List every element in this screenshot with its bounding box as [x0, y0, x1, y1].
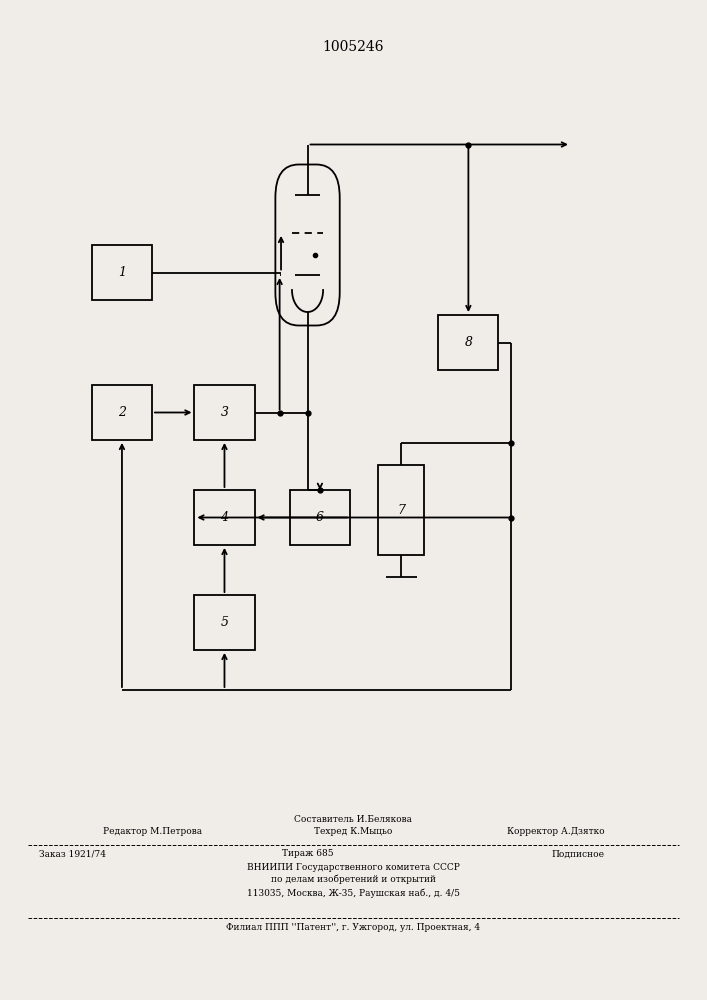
Bar [194, 595, 255, 650]
Bar [92, 245, 152, 300]
Text: 7: 7 [397, 504, 405, 516]
Text: по делам изобретений и открытий: по делам изобретений и открытий [271, 875, 436, 884]
Text: Корректор А.Дзятко: Корректор А.Дзятко [507, 828, 604, 836]
Bar [290, 490, 350, 545]
Text: Заказ 1921/74: Заказ 1921/74 [39, 850, 106, 858]
Text: 6: 6 [316, 511, 324, 524]
Text: 4: 4 [221, 511, 228, 524]
Text: Тираж 685: Тираж 685 [281, 850, 334, 858]
Bar [92, 385, 152, 440]
Text: 113035, Москва, Ж-35, Раушская наб., д. 4/5: 113035, Москва, Ж-35, Раушская наб., д. … [247, 888, 460, 898]
Text: Составитель И.Белякова: Составитель И.Белякова [295, 815, 412, 824]
Bar [378, 465, 424, 555]
Text: 5: 5 [221, 616, 228, 629]
Bar [194, 385, 255, 440]
Text: 2: 2 [118, 406, 126, 419]
Text: Редактор М.Петрова: Редактор М.Петрова [103, 828, 201, 836]
Text: ВНИИПИ Государственного комитета СССР: ВНИИПИ Государственного комитета СССР [247, 862, 460, 871]
Text: 1005246: 1005246 [323, 40, 384, 54]
Text: 8: 8 [464, 336, 472, 349]
Text: 1: 1 [118, 266, 126, 279]
Bar [438, 315, 498, 370]
Text: Подписное: Подписное [551, 850, 604, 858]
Bar [194, 490, 255, 545]
Text: 3: 3 [221, 406, 228, 419]
Text: Техред К.Мыцьо: Техред К.Мыцьо [315, 828, 392, 836]
Text: Филиал ППП ''Патент'', г. Ужгород, ул. Проектная, 4: Филиал ППП ''Патент'', г. Ужгород, ул. П… [226, 923, 481, 932]
